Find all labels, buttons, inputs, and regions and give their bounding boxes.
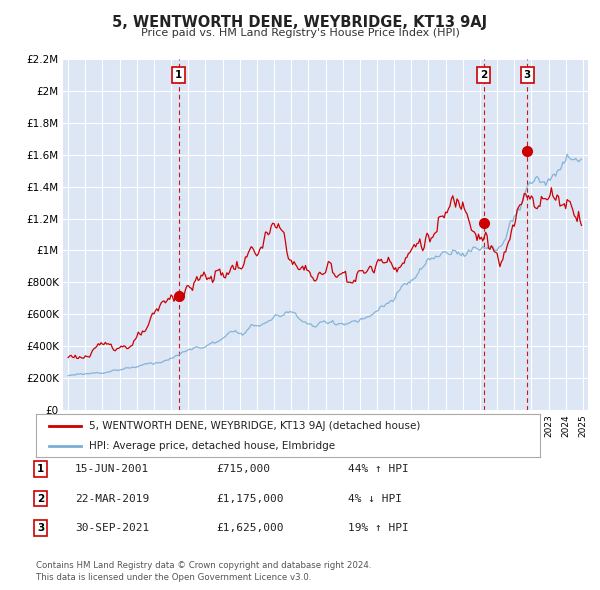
Text: HPI: Average price, detached house, Elmbridge: HPI: Average price, detached house, Elmb…	[89, 441, 335, 451]
Text: Price paid vs. HM Land Registry's House Price Index (HPI): Price paid vs. HM Land Registry's House …	[140, 28, 460, 38]
Text: £715,000: £715,000	[216, 464, 270, 474]
Text: 4% ↓ HPI: 4% ↓ HPI	[348, 494, 402, 503]
Text: 22-MAR-2019: 22-MAR-2019	[75, 494, 149, 503]
Text: Contains HM Land Registry data © Crown copyright and database right 2024.: Contains HM Land Registry data © Crown c…	[36, 560, 371, 570]
Text: 1: 1	[37, 464, 44, 474]
Text: 15-JUN-2001: 15-JUN-2001	[75, 464, 149, 474]
Text: 2: 2	[37, 494, 44, 503]
Text: 5, WENTWORTH DENE, WEYBRIDGE, KT13 9AJ: 5, WENTWORTH DENE, WEYBRIDGE, KT13 9AJ	[112, 15, 488, 30]
Text: £1,175,000: £1,175,000	[216, 494, 284, 503]
Text: 2: 2	[480, 70, 487, 80]
Text: 3: 3	[523, 70, 531, 80]
Text: 3: 3	[37, 523, 44, 533]
Text: This data is licensed under the Open Government Licence v3.0.: This data is licensed under the Open Gov…	[36, 572, 311, 582]
Text: 30-SEP-2021: 30-SEP-2021	[75, 523, 149, 533]
Text: 5, WENTWORTH DENE, WEYBRIDGE, KT13 9AJ (detached house): 5, WENTWORTH DENE, WEYBRIDGE, KT13 9AJ (…	[89, 421, 420, 431]
Text: 1: 1	[175, 70, 182, 80]
Text: 44% ↑ HPI: 44% ↑ HPI	[348, 464, 409, 474]
Text: £1,625,000: £1,625,000	[216, 523, 284, 533]
Text: 19% ↑ HPI: 19% ↑ HPI	[348, 523, 409, 533]
